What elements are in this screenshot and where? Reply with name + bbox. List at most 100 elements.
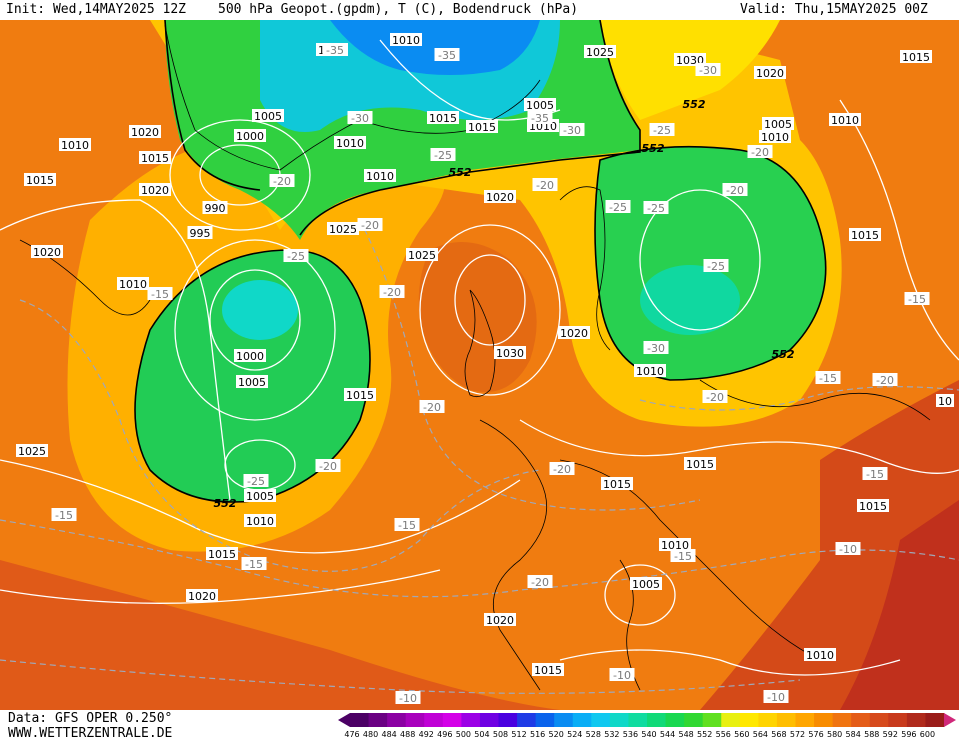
temperature-label: -15 bbox=[815, 371, 841, 385]
svg-text:-10: -10 bbox=[839, 543, 857, 556]
pressure-label: 1015 bbox=[684, 457, 716, 471]
temperature-label: -30 bbox=[559, 123, 585, 137]
temperature-label: -30 bbox=[643, 341, 669, 355]
scale-tick-label: 524 bbox=[567, 730, 583, 739]
svg-text:-30: -30 bbox=[699, 64, 717, 77]
temperature-label: -25 bbox=[243, 474, 269, 488]
svg-text:-30: -30 bbox=[647, 342, 665, 355]
scale-segment bbox=[517, 713, 537, 727]
temperature-label: -15 bbox=[394, 518, 420, 532]
svg-text:1005: 1005 bbox=[246, 490, 274, 503]
svg-text:-20: -20 bbox=[319, 460, 337, 473]
scale-segment bbox=[925, 713, 945, 727]
svg-text:1010: 1010 bbox=[661, 539, 689, 552]
svg-text:-15: -15 bbox=[245, 558, 263, 571]
scale-tick-label: 476 bbox=[344, 730, 360, 739]
svg-text:-20: -20 bbox=[273, 175, 291, 188]
svg-text:1020: 1020 bbox=[33, 246, 61, 259]
svg-text:1010: 1010 bbox=[831, 114, 859, 127]
pressure-label: 1015 bbox=[900, 50, 932, 64]
svg-text:1015: 1015 bbox=[859, 500, 887, 513]
svg-text:1010: 1010 bbox=[761, 131, 789, 144]
pressure-label: 1020 bbox=[558, 326, 590, 340]
pressure-label: 1010 bbox=[334, 136, 366, 150]
svg-text:1015: 1015 bbox=[429, 112, 457, 125]
pressure-label: 1015 bbox=[24, 173, 56, 187]
scale-segment bbox=[739, 713, 759, 727]
scale-tick-label: 548 bbox=[678, 730, 694, 739]
svg-text:1010: 1010 bbox=[366, 170, 394, 183]
scale-tick-label: 520 bbox=[548, 730, 564, 739]
pressure-label: 1020 bbox=[186, 589, 218, 603]
scale-arrow-right bbox=[944, 713, 956, 727]
svg-text:1020: 1020 bbox=[486, 191, 514, 204]
svg-text:1005: 1005 bbox=[238, 376, 266, 389]
svg-text:1015: 1015 bbox=[346, 389, 374, 402]
scale-tick-label: 500 bbox=[455, 730, 472, 739]
temperature-label: -10 bbox=[395, 691, 421, 705]
contour-552-scandinavia bbox=[594, 145, 827, 381]
scale-segment bbox=[795, 713, 815, 727]
pressure-label: 1010 bbox=[390, 33, 422, 47]
contour-552-north bbox=[164, 20, 641, 236]
scale-tick-label: 528 bbox=[585, 730, 601, 739]
svg-text:1015: 1015 bbox=[208, 548, 236, 561]
pressure-label: 1015 bbox=[532, 663, 564, 677]
pressure-label: 1020 bbox=[484, 190, 516, 204]
svg-text:-15: -15 bbox=[674, 550, 692, 563]
scale-tick-label: 504 bbox=[474, 730, 490, 739]
svg-text:-30: -30 bbox=[351, 112, 369, 125]
data-source: Data: GFS OPER 0.250° bbox=[8, 711, 173, 726]
scale-segment bbox=[851, 713, 871, 727]
scale-segment bbox=[498, 713, 518, 727]
color-scale bbox=[338, 713, 956, 727]
temperature-label: -20 bbox=[357, 218, 383, 232]
scale-segment bbox=[814, 713, 834, 727]
pressure-label: 1005 bbox=[252, 109, 284, 123]
scale-segment bbox=[479, 713, 499, 727]
scale-tick-label: 492 bbox=[418, 730, 434, 739]
scale-segment bbox=[721, 713, 741, 727]
scale-segment bbox=[442, 713, 462, 727]
geopotential-label: 552 bbox=[642, 142, 665, 155]
scale-tick-label: 512 bbox=[511, 730, 527, 739]
pressure-label: 1030 bbox=[674, 53, 706, 67]
svg-text:-15: -15 bbox=[398, 519, 416, 532]
scale-tick-label: 592 bbox=[882, 730, 898, 739]
weather-map: 1010103510251015103010201005101010051010… bbox=[0, 20, 959, 710]
scale-tick-label: 560 bbox=[734, 730, 750, 739]
svg-text:1005: 1005 bbox=[632, 578, 660, 591]
svg-text:1015: 1015 bbox=[902, 51, 930, 64]
svg-text:1010: 1010 bbox=[61, 139, 89, 152]
svg-text:-10: -10 bbox=[399, 692, 417, 705]
scale-tick-label: 564 bbox=[752, 730, 769, 739]
scale-segment bbox=[461, 713, 481, 727]
pressure-label: 1015 bbox=[139, 151, 171, 165]
scale-tick-label: 572 bbox=[789, 730, 806, 739]
temperature-label: -10 bbox=[609, 668, 635, 682]
pressure-label: 1015 bbox=[206, 547, 238, 561]
scale-tick-label: 576 bbox=[808, 730, 824, 739]
svg-text:-20: -20 bbox=[423, 401, 441, 414]
site-url: WWW.WETTERZENTRALE.DE bbox=[8, 726, 173, 741]
svg-text:1010: 1010 bbox=[806, 649, 834, 662]
svg-text:1015: 1015 bbox=[686, 458, 714, 471]
svg-text:1030: 1030 bbox=[496, 347, 524, 360]
pressure-label: 1025 bbox=[327, 222, 359, 236]
pressure-label: 10 bbox=[936, 394, 954, 408]
pressure-label: 1010 bbox=[364, 169, 396, 183]
svg-text:1020: 1020 bbox=[131, 126, 159, 139]
scale-segment bbox=[368, 713, 388, 727]
contour-552-atlantic bbox=[134, 249, 371, 503]
pressure-label: 1020 bbox=[139, 183, 171, 197]
svg-text:-10: -10 bbox=[767, 691, 785, 704]
header-bar: Init: Wed,14MAY2025 12Z 500 hPa Geopot.(… bbox=[0, 0, 959, 20]
svg-text:1020: 1020 bbox=[560, 327, 588, 340]
svg-text:-15: -15 bbox=[866, 468, 884, 481]
temperature-label: -20 bbox=[527, 575, 553, 589]
scale-segment bbox=[405, 713, 425, 727]
pressure-label: 1000 bbox=[234, 349, 266, 363]
svg-text:1010: 1010 bbox=[246, 515, 274, 528]
svg-text:-20: -20 bbox=[383, 286, 401, 299]
temperature-label: -15 bbox=[241, 557, 267, 571]
